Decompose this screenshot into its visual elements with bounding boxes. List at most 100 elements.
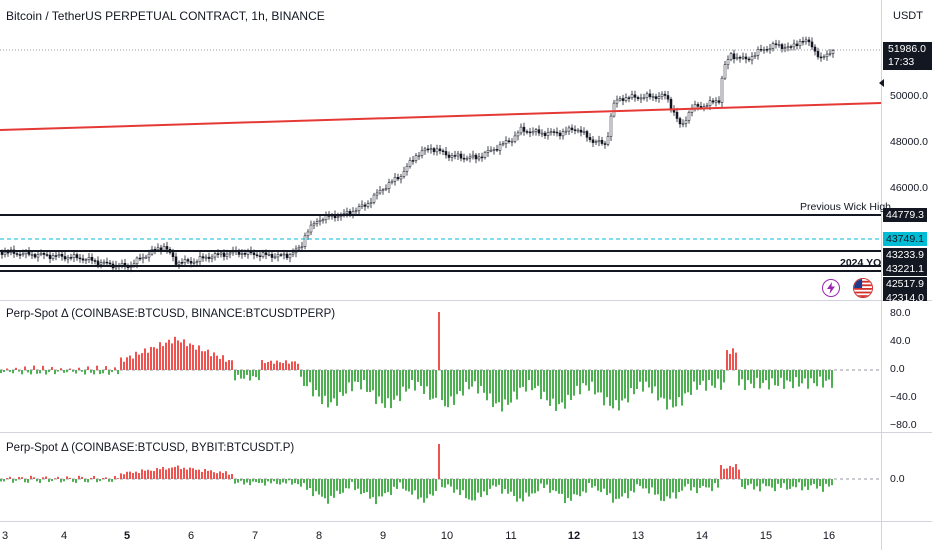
pane1-bar	[42, 365, 44, 370]
pane1-bar	[399, 370, 401, 402]
candle-body	[6, 251, 10, 254]
candle-body	[801, 41, 805, 43]
pane1-bar	[96, 365, 98, 370]
candle-body	[531, 131, 535, 134]
pane1-bar	[801, 370, 803, 384]
candle-body	[372, 194, 376, 203]
pane-divider-1[interactable]	[0, 300, 932, 301]
candle-body	[780, 44, 784, 49]
candle-body	[408, 160, 412, 167]
pane1-bar	[660, 370, 662, 398]
indicator-label-binance[interactable]: Perp-Spot Δ (COINBASE:BTCUSD, BINANCE:BT…	[6, 308, 336, 320]
pane2-bar	[21, 477, 23, 479]
pane2-bar	[441, 479, 443, 488]
pane1-bar	[162, 346, 164, 370]
candle-body	[804, 39, 808, 42]
pane2-bar	[246, 479, 248, 483]
pane1-bar	[180, 342, 182, 370]
pane2-bar	[627, 479, 629, 499]
candle-body	[741, 56, 745, 59]
pane2-bar	[360, 479, 362, 495]
pane2-bar	[36, 479, 38, 482]
time-tick: 15	[759, 530, 773, 542]
candle-body	[15, 253, 19, 255]
pane2-bar	[315, 479, 317, 492]
pane1-bar	[36, 370, 38, 374]
pane1-bar	[705, 370, 707, 391]
pane2-bar	[177, 465, 179, 479]
candle-body	[612, 102, 616, 117]
pane1-bar	[114, 367, 116, 370]
pane1-bar	[657, 370, 659, 401]
candle-body	[789, 46, 793, 48]
candle-body	[66, 257, 70, 260]
pane2-bar	[411, 479, 413, 495]
candle-body	[438, 148, 442, 151]
pane2-bar	[111, 479, 113, 482]
pane1-bar	[168, 339, 170, 370]
pane1-bar	[72, 370, 74, 372]
candle-body	[465, 157, 469, 160]
pane1-bar	[294, 361, 296, 370]
pane2-bar	[81, 476, 83, 479]
pane2-bar	[630, 479, 632, 491]
pane1-bar	[510, 370, 512, 403]
pane-divider-2[interactable]	[0, 432, 932, 433]
pane1-bar	[588, 370, 590, 391]
pane2-bar	[579, 479, 581, 497]
candle-body	[774, 43, 778, 45]
candle-body	[36, 254, 40, 258]
time-axis-border	[0, 521, 932, 522]
pane2-bar	[162, 466, 164, 479]
pane2-bar	[486, 479, 488, 496]
pane2-bar	[15, 479, 17, 481]
candle-body	[348, 210, 352, 215]
pane1-bar	[597, 370, 599, 393]
pane2-bar	[6, 478, 8, 479]
pane2-bar	[549, 479, 551, 493]
candle-body	[177, 262, 181, 265]
currency-selector[interactable]: USDT	[893, 10, 923, 22]
candle-body	[666, 95, 670, 100]
candle-body	[606, 136, 610, 145]
candle-body	[618, 98, 622, 101]
candle-body	[630, 94, 634, 99]
candle-body	[534, 129, 538, 132]
pane2-bar	[384, 479, 386, 494]
candle-body	[768, 48, 772, 50]
pane2-bar	[180, 469, 182, 479]
pane2-bar	[519, 479, 521, 499]
candle-body	[807, 39, 811, 43]
pane2-bar	[237, 479, 239, 483]
flash-icon[interactable]	[822, 279, 840, 297]
pane1-bar	[819, 370, 821, 377]
pane1-bar	[234, 370, 236, 381]
pane2-bar	[213, 472, 215, 479]
candle-body	[285, 253, 289, 259]
candle-body	[432, 148, 436, 153]
pane2-bar	[741, 479, 743, 487]
candle-body	[186, 259, 190, 262]
pane1-bar	[126, 357, 128, 370]
indicator-label-bybit[interactable]: Perp-Spot Δ (COINBASE:BTCUSD, BYBIT:BTCU…	[6, 442, 295, 454]
pane1-bar	[606, 370, 608, 398]
candle-body	[144, 256, 148, 259]
pane1-bar	[702, 370, 704, 381]
pane2-bar	[501, 479, 503, 494]
pane1-bar	[63, 370, 65, 373]
candle-body	[402, 170, 406, 177]
pane2-bar	[612, 479, 614, 503]
level-tag: 42517.9	[883, 277, 927, 291]
candle-body	[744, 56, 748, 60]
pane2-bar	[390, 479, 392, 495]
pane2-bar	[660, 479, 662, 501]
us-flag-icon[interactable]	[853, 278, 873, 298]
pane1-bar	[621, 370, 623, 401]
pane2-bar	[369, 479, 371, 499]
pane1-bar	[213, 352, 215, 370]
chart-title[interactable]: Bitcoin / TetherUS PERPETUAL CONTRACT, 1…	[6, 9, 325, 23]
pane1-bar	[639, 370, 641, 382]
pane2-bar	[321, 479, 323, 497]
